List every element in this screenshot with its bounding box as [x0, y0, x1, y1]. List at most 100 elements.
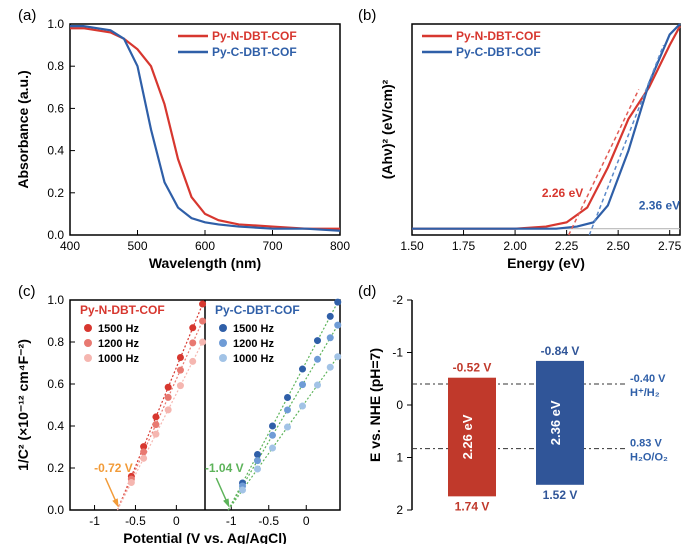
panel-c-marker	[327, 313, 334, 320]
panel-c-tag: (c)	[18, 283, 36, 300]
panel-c-marker	[269, 445, 276, 452]
panel-a-legend-0: Py-N-DBT-COF	[212, 29, 297, 43]
panel-c-marker	[254, 457, 261, 464]
panel-b-legend-1: Py-C-DBT-COF	[456, 45, 541, 59]
svg-text:1: 1	[396, 451, 403, 465]
panel-c-legend-1-0: 1500 Hz	[233, 323, 274, 335]
panel-b-annot-0: 2.26 eV	[542, 186, 583, 200]
panel-d-ylabel: E vs. NHE (pH=7)	[367, 348, 383, 462]
svg-text:0.4: 0.4	[47, 144, 64, 158]
svg-text:-1: -1	[392, 346, 403, 360]
panel-c-marker	[128, 479, 135, 486]
panel-c-marker	[299, 366, 306, 373]
panel-a-tag: (a)	[18, 7, 36, 24]
panel-b-tag: (b)	[358, 7, 376, 24]
panel-c-marker	[199, 301, 206, 308]
svg-text:-2: -2	[392, 293, 403, 307]
panel-c-marker	[152, 421, 159, 428]
svg-text:0: 0	[303, 514, 310, 528]
panel-d-bar-gap-0: 2.26 eV	[460, 414, 475, 459]
panel-c-marker	[239, 487, 246, 494]
svg-text:0: 0	[396, 398, 403, 412]
svg-text:0.8: 0.8	[47, 59, 64, 73]
svg-text:-1: -1	[226, 514, 237, 528]
panel-c-sub-title-1: Py-C-DBT-COF	[215, 303, 300, 317]
svg-text:0.8: 0.8	[47, 335, 64, 349]
svg-text:-1: -1	[89, 514, 100, 528]
svg-text:1.75: 1.75	[452, 239, 476, 253]
panel-c-intercept-1: -1.04 V	[205, 461, 244, 475]
panel-c-marker	[140, 455, 147, 462]
panel-c-intercept-0: -0.72 V	[94, 461, 133, 475]
panel-c-marker	[152, 431, 159, 438]
panel-d-ref-sub-1: H₂O/O₂	[630, 452, 668, 464]
panel-b-annot-1: 2.36 eV	[639, 199, 680, 213]
svg-text:0: 0	[173, 514, 180, 528]
panel-d-tag: (d)	[358, 283, 376, 300]
panel-a-ylabel: Absorbance (a.u.)	[15, 70, 31, 188]
svg-text:0.6: 0.6	[47, 377, 64, 391]
svg-text:-0.5: -0.5	[125, 514, 146, 528]
panel-b-legend-0: Py-N-DBT-COF	[456, 29, 541, 43]
svg-text:700: 700	[262, 239, 282, 253]
svg-text:2.75: 2.75	[658, 239, 682, 253]
panel-d-bar-bot-1: 1.52 V	[543, 488, 578, 502]
svg-text:2.25: 2.25	[555, 239, 579, 253]
panel-c-marker	[165, 406, 172, 413]
svg-text:0.2: 0.2	[47, 186, 64, 200]
panel-c-marker	[189, 324, 196, 331]
panel-c-marker	[254, 451, 261, 458]
svg-text:2.50: 2.50	[606, 239, 630, 253]
panel-c-marker	[199, 318, 206, 325]
panel-c-marker	[254, 466, 261, 473]
svg-text:0.0: 0.0	[47, 503, 64, 517]
panel-c-marker	[140, 448, 147, 455]
panel-a-xlabel: Wavelength (nm)	[149, 255, 261, 271]
panel-c-marker	[314, 337, 321, 344]
svg-text:0.6: 0.6	[47, 101, 64, 115]
panel-c-marker	[284, 394, 291, 401]
panel-c-marker	[327, 334, 334, 341]
panel-c-marker	[199, 339, 206, 346]
panel-c-marker	[189, 358, 196, 365]
panel-d-bar-top-0: -0.52 V	[453, 361, 492, 375]
panel-d-ref-label-1: 0.83 V	[630, 438, 662, 450]
panel-c-marker	[314, 356, 321, 363]
panel-c-marker	[189, 339, 196, 346]
panel-c-marker	[284, 406, 291, 413]
panel-c-marker	[269, 432, 276, 439]
panel-c-legend-1-1: 1200 Hz	[233, 338, 274, 350]
panel-c-marker	[177, 382, 184, 389]
panel-d-ref-label-0: -0.40 V	[630, 373, 666, 385]
panel-c-legend-0-2: 1000 Hz	[98, 353, 139, 365]
svg-text:2: 2	[396, 503, 403, 517]
panel-d-bar-gap-1: 2.36 eV	[548, 400, 563, 445]
svg-text:0.0: 0.0	[47, 228, 64, 242]
panel-c-marker	[152, 413, 159, 420]
panel-d-bar-top-1: -0.84 V	[541, 344, 580, 358]
panel-c-marker	[314, 382, 321, 389]
panel-a-series-0	[70, 28, 340, 228]
panel-c-marker	[334, 299, 341, 306]
panel-c-marker	[334, 322, 341, 329]
svg-text:0.2: 0.2	[47, 461, 64, 475]
panel-c-marker	[299, 381, 306, 388]
panel-b-xlabel: Energy (eV)	[507, 255, 585, 271]
panel-c-legend-0-0: 1500 Hz	[98, 323, 139, 335]
panel-c-marker	[269, 422, 276, 429]
panel-c-marker	[334, 353, 341, 360]
panel-c-marker	[177, 354, 184, 361]
panel-c-marker	[165, 384, 172, 391]
panel-d-ref-sub-0: H⁺/H₂	[630, 387, 660, 399]
svg-text:1.0: 1.0	[47, 293, 64, 307]
panel-c-legend-0-1: 1200 Hz	[98, 338, 139, 350]
panel-c-marker	[177, 367, 184, 374]
panel-c-ylabel: 1/C² (×10⁻¹² cm⁴F⁻²)	[15, 339, 31, 471]
panel-c-sub-title-0: Py-N-DBT-COF	[80, 303, 165, 317]
svg-text:800: 800	[330, 239, 350, 253]
panel-b-ylabel: (Ahν)² (eV/cm)²	[379, 79, 395, 179]
panel-a-series-1	[70, 26, 340, 231]
panel-a-legend-1: Py-C-DBT-COF	[212, 45, 297, 59]
panel-d-bar-bot-0: 1.74 V	[455, 499, 490, 513]
panel-a-axes	[70, 24, 340, 235]
